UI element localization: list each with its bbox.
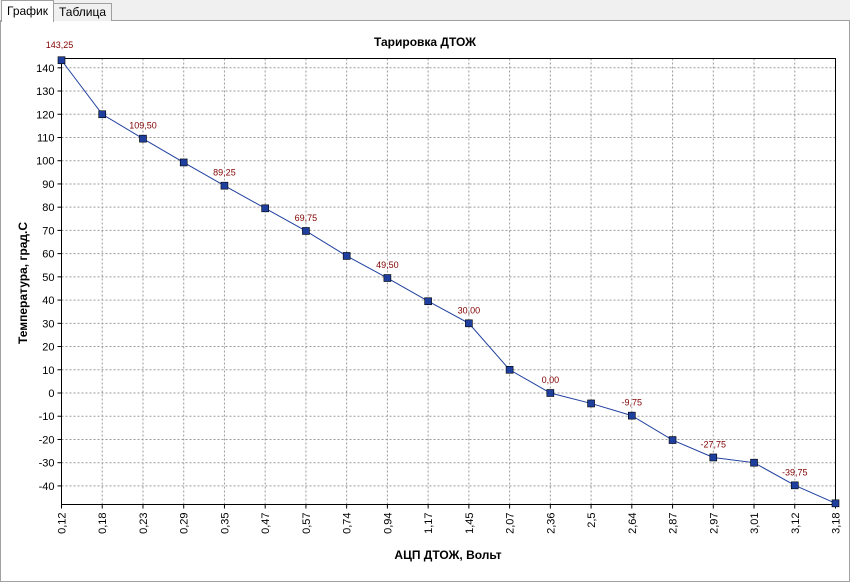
x-axis-label: АЦП ДТОЖ, Вольт	[394, 548, 501, 562]
data-point	[383, 274, 392, 282]
chart-panel: Тарировка ДТОЖ 140 130 120 110 100 90 80 70 60 50…	[0, 21, 850, 582]
x-tick-label: 3,01	[749, 513, 761, 534]
y-tick-label: -40	[39, 481, 55, 493]
plot-area-border	[61, 58, 836, 505]
data-label: 69,75	[295, 213, 318, 223]
data-point	[220, 181, 229, 190]
data-point	[790, 481, 799, 490]
y-tick-label: 140	[36, 63, 54, 75]
x-tick-label: 0,23	[138, 513, 150, 534]
data-label: 0,00	[542, 375, 560, 385]
data-label: -9,75	[622, 398, 643, 408]
data-label: 89,25	[213, 168, 236, 178]
x-tick-label: 0,74	[342, 513, 354, 534]
y-tick-label: 0	[48, 388, 54, 400]
y-tick-label: 30	[42, 318, 54, 330]
tab-chart[interactable]: График	[1, 0, 54, 22]
x-tick-label: 0,35	[219, 513, 231, 534]
x-tick-label: 0,29	[179, 513, 191, 534]
x-tick-label: 0,47	[260, 513, 272, 534]
y-tick-label: 100	[36, 156, 54, 168]
calibration-chart: Тарировка ДТОЖ 1401301201101009080706050…	[16, 35, 843, 562]
y-tick-label: 110	[37, 132, 55, 144]
data-point	[424, 297, 432, 306]
data-point	[546, 389, 555, 397]
y-tick-label: 70	[42, 225, 54, 237]
y-tick-label: 80	[42, 202, 54, 214]
data-label: 109,50	[129, 121, 157, 131]
y-tick-label: -30	[39, 458, 55, 470]
data-point	[342, 252, 351, 260]
y-tick-label: 10	[42, 365, 54, 377]
x-tick-label: 0,18	[97, 513, 109, 534]
data-point	[831, 499, 840, 508]
x-axis: 0,12 0,18 0,23 0,29 0,35 0,47 0,57 0,74 0,94 1,17…	[57, 504, 843, 534]
data-point	[628, 411, 636, 420]
tab-table[interactable]: Таблица	[53, 3, 113, 21]
x-tick-label: 2,07	[505, 513, 517, 534]
data-point	[668, 436, 677, 444]
y-axis: 1401301201101009080706050403020100-10-20…	[36, 63, 62, 493]
y-tick-label: 120	[36, 109, 54, 121]
data-point	[179, 158, 188, 167]
data-label: -27,75	[701, 439, 727, 449]
data-label: 143,25	[46, 40, 74, 50]
data-point	[465, 319, 473, 328]
x-tick-label: 0,12	[57, 513, 69, 534]
x-tick-label: 2,97	[708, 513, 720, 534]
x-tick-label: 3,12	[790, 513, 802, 534]
data-point	[302, 227, 310, 235]
y-tick-label: 90	[42, 179, 54, 191]
y-tick-label: 50	[42, 272, 54, 284]
data-point	[57, 56, 66, 65]
y-tick-label: 60	[42, 249, 54, 261]
series	[57, 56, 840, 508]
data-point	[505, 365, 514, 374]
x-tick-label: 1,17	[423, 513, 435, 534]
data-point	[139, 134, 147, 143]
x-tick-label: 2,5	[586, 513, 598, 528]
data-point	[261, 204, 269, 213]
x-tick-label: 0,57	[301, 513, 313, 534]
y-tick-label: 20	[42, 342, 54, 354]
y-tick-label: 130	[36, 86, 54, 98]
data-label: 30,00	[458, 305, 481, 315]
chart-title: Тарировка ДТОЖ	[374, 35, 476, 49]
data-point	[98, 110, 107, 119]
data-label: -39,75	[782, 467, 808, 477]
x-tick-label: 2,87	[668, 513, 680, 534]
grid	[61, 58, 836, 505]
y-axis-label: Температура, град.С	[16, 222, 30, 344]
x-tick-label: 2,64	[627, 513, 639, 534]
data-labels: 143,25 109,50 89,25 69,75 49,50 30,00 0,00 -9,7…	[46, 40, 808, 477]
y-tick-label: -20	[39, 434, 55, 446]
y-tick-label: -10	[39, 411, 55, 423]
data-label: 49,50	[376, 260, 399, 270]
data-point	[587, 399, 595, 408]
x-tick-label: 3,18	[831, 513, 843, 534]
x-tick-label: 2,36	[545, 513, 557, 534]
y-tick-label: 40	[42, 295, 54, 307]
tab-strip: График Таблица	[0, 0, 850, 22]
data-point	[709, 453, 718, 462]
data-point	[750, 458, 758, 467]
x-tick-label: 1,45	[464, 513, 476, 534]
series-line	[61, 59, 836, 504]
x-tick-label: 0,94	[382, 513, 394, 534]
